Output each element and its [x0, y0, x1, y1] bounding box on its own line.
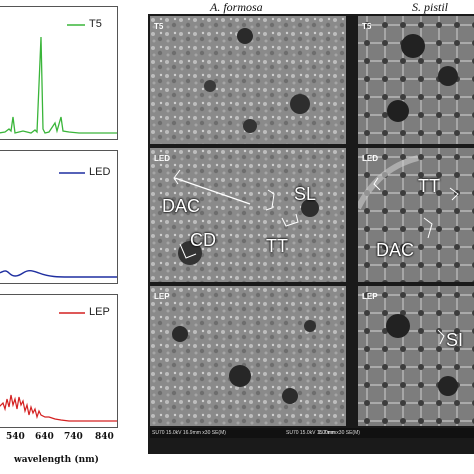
sem-image-a-formosa-t5: T5 — [150, 16, 346, 144]
sem-tag: LED — [362, 154, 378, 163]
scalebar-scale-left: 1.00mm — [318, 430, 337, 436]
scalebar-info-left: SU70 15.0kV 16.9mm x30 SE(M) — [152, 430, 226, 436]
spectrum-t5-line — [0, 36, 117, 134]
sem-image-s-pistil-led: LED TT DAC — [358, 148, 474, 282]
spectrum-lep-plot — [0, 312, 117, 422]
spectrum-panel-led: LED — [0, 150, 118, 284]
x-tick-label: 540 — [6, 432, 25, 442]
spectrum-panel-lep: LEP — [0, 294, 118, 428]
x-tick-label: 740 — [64, 432, 83, 442]
sem-tag: LEP — [362, 292, 378, 301]
spectrum-led-line — [0, 270, 117, 278]
sem-tag: LED — [154, 154, 170, 163]
sem-scalebar-strip — [150, 428, 474, 438]
spectrum-t5-legend-label: T5 — [89, 18, 102, 30]
sem-tag: T5 — [362, 22, 372, 31]
x-tick-label: 640 — [35, 432, 54, 442]
column-title-s-pistil: S. pistil — [412, 0, 449, 14]
annotation-tt: TT — [418, 176, 440, 196]
annotation-dac: DAC — [162, 196, 201, 216]
annotation-cd: CD — [190, 230, 216, 250]
spectrum-panel-t5: T5 — [0, 6, 118, 140]
sem-image-a-formosa-lep: LEP — [150, 286, 346, 426]
annotation-dac: DAC — [376, 240, 415, 260]
spectrum-lep-line — [0, 394, 117, 422]
spectrum-led-legend-label: LED — [89, 166, 111, 178]
spectrum-led-plot — [0, 172, 117, 278]
sem-image-a-formosa-led: LED DAC SL CD TT — [150, 148, 346, 282]
x-axis-label: wavelength (nm) — [14, 455, 99, 465]
annotation-si: SI — [446, 330, 464, 350]
spectrum-lep-legend-label: LEP — [89, 306, 110, 318]
sem-tag: LEP — [154, 292, 170, 301]
spectrum-t5-plot — [0, 24, 117, 134]
sem-image-s-pistil-lep: LEP SI — [358, 286, 474, 426]
annotation-tt: TT — [266, 236, 288, 256]
sem-image-s-pistil-t5: T5 — [358, 16, 474, 144]
column-title-a-formosa: A. formosa — [210, 0, 263, 14]
annotation-sl: SL — [294, 184, 317, 204]
x-tick-label: 840 — [95, 432, 114, 442]
sem-tag: T5 — [154, 22, 164, 31]
scalebar-info-right: SU70 15.0kV 15.7mm x30 SE(M) — [286, 430, 360, 436]
